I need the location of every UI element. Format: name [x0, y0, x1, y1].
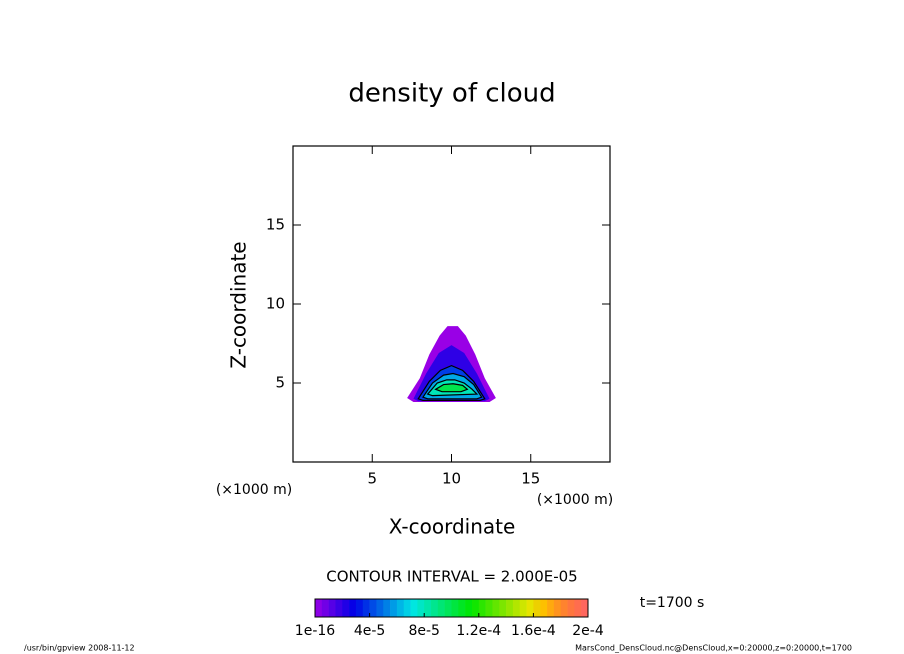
colorbar-cell: [519, 599, 527, 617]
colorbar-tick-label: 1e-16: [295, 623, 335, 639]
colorbar-tick-label: 1.2e-4: [456, 623, 501, 639]
colorbar-cell: [485, 599, 493, 617]
colorbar-cell: [451, 599, 459, 617]
colorbar-cell: [417, 599, 425, 617]
chart-title: density of cloud: [348, 79, 555, 109]
colorbar-cell: [506, 599, 514, 617]
contour-interval: CONTOUR INTERVAL = 2.000E-05: [326, 568, 577, 586]
colorbar-frame: [314, 598, 589, 618]
colorbar-cell: [410, 599, 418, 617]
colorbar-cell: [431, 599, 439, 617]
y-tick-label: 15: [266, 216, 285, 234]
colorbar-cell: [465, 599, 473, 617]
y-tick-label: 10: [266, 295, 285, 313]
colorbar-cell: [499, 599, 507, 617]
colorbar-cell: [581, 599, 589, 617]
colorbar-cell: [321, 599, 329, 617]
colorbar-cell: [403, 599, 411, 617]
colorbar-tick-label: 2e-4: [572, 623, 604, 639]
x-tick-label: 15: [521, 470, 540, 488]
colorbar-cell: [512, 599, 521, 617]
colorbar-cell: [567, 599, 575, 617]
colorbar-cell: [444, 599, 452, 617]
colorbar-cell: [471, 599, 480, 617]
colorbar-cell: [553, 599, 561, 617]
x-axis-label: X-coordinate: [389, 515, 516, 539]
plot-frame: [292, 145, 611, 463]
x-tick-label: 5: [367, 470, 377, 488]
y-axis-label: Z-coordinate: [227, 241, 251, 368]
colorbar-cell: [424, 599, 432, 617]
colorbar-tick-label: 8e-5: [408, 623, 439, 639]
colorbar-cell: [492, 599, 500, 617]
footer-left: /usr/bin/gpview 2008-11-12: [24, 644, 135, 653]
colorbar-cell: [533, 599, 541, 617]
colorbar-cell: [328, 599, 336, 617]
y-tick-label: 5: [275, 374, 285, 392]
colorbar-cell: [458, 599, 466, 617]
colorbar-cell: [437, 599, 445, 617]
x-units: (×1000 m): [537, 492, 613, 508]
colorbar-cell: [547, 599, 555, 617]
y-units: (×1000 m): [216, 482, 292, 498]
colorbar-cell: [369, 599, 377, 617]
colorbar-tick-label: 1.6e-4: [511, 623, 556, 639]
colorbar-tick-label: 4e-5: [354, 623, 385, 639]
colorbar-cell: [526, 599, 534, 617]
footer-right: MarsCond_DensCloud.nc@DensCloud,x=0:2000…: [575, 644, 852, 653]
x-tick-label: 10: [442, 470, 461, 488]
colorbar-cell: [355, 599, 364, 617]
colorbar-cell: [478, 599, 486, 617]
colorbar-cell: [342, 599, 350, 617]
colorbar-cell: [335, 599, 343, 617]
colorbar-cell: [390, 599, 398, 617]
colorbar-cell: [349, 599, 357, 617]
contour-region: [434, 383, 469, 393]
time-label: t=1700 s: [640, 595, 705, 611]
colorbar-cell: [574, 599, 582, 617]
colorbar-cell: [383, 599, 391, 617]
colorbar-cell: [376, 599, 384, 617]
colorbar-cell: [362, 599, 370, 617]
colorbar-cell: [540, 599, 548, 617]
colorbar-cell: [396, 599, 405, 617]
colorbar-cell: [560, 599, 568, 617]
colorbar-cell: [315, 599, 323, 617]
